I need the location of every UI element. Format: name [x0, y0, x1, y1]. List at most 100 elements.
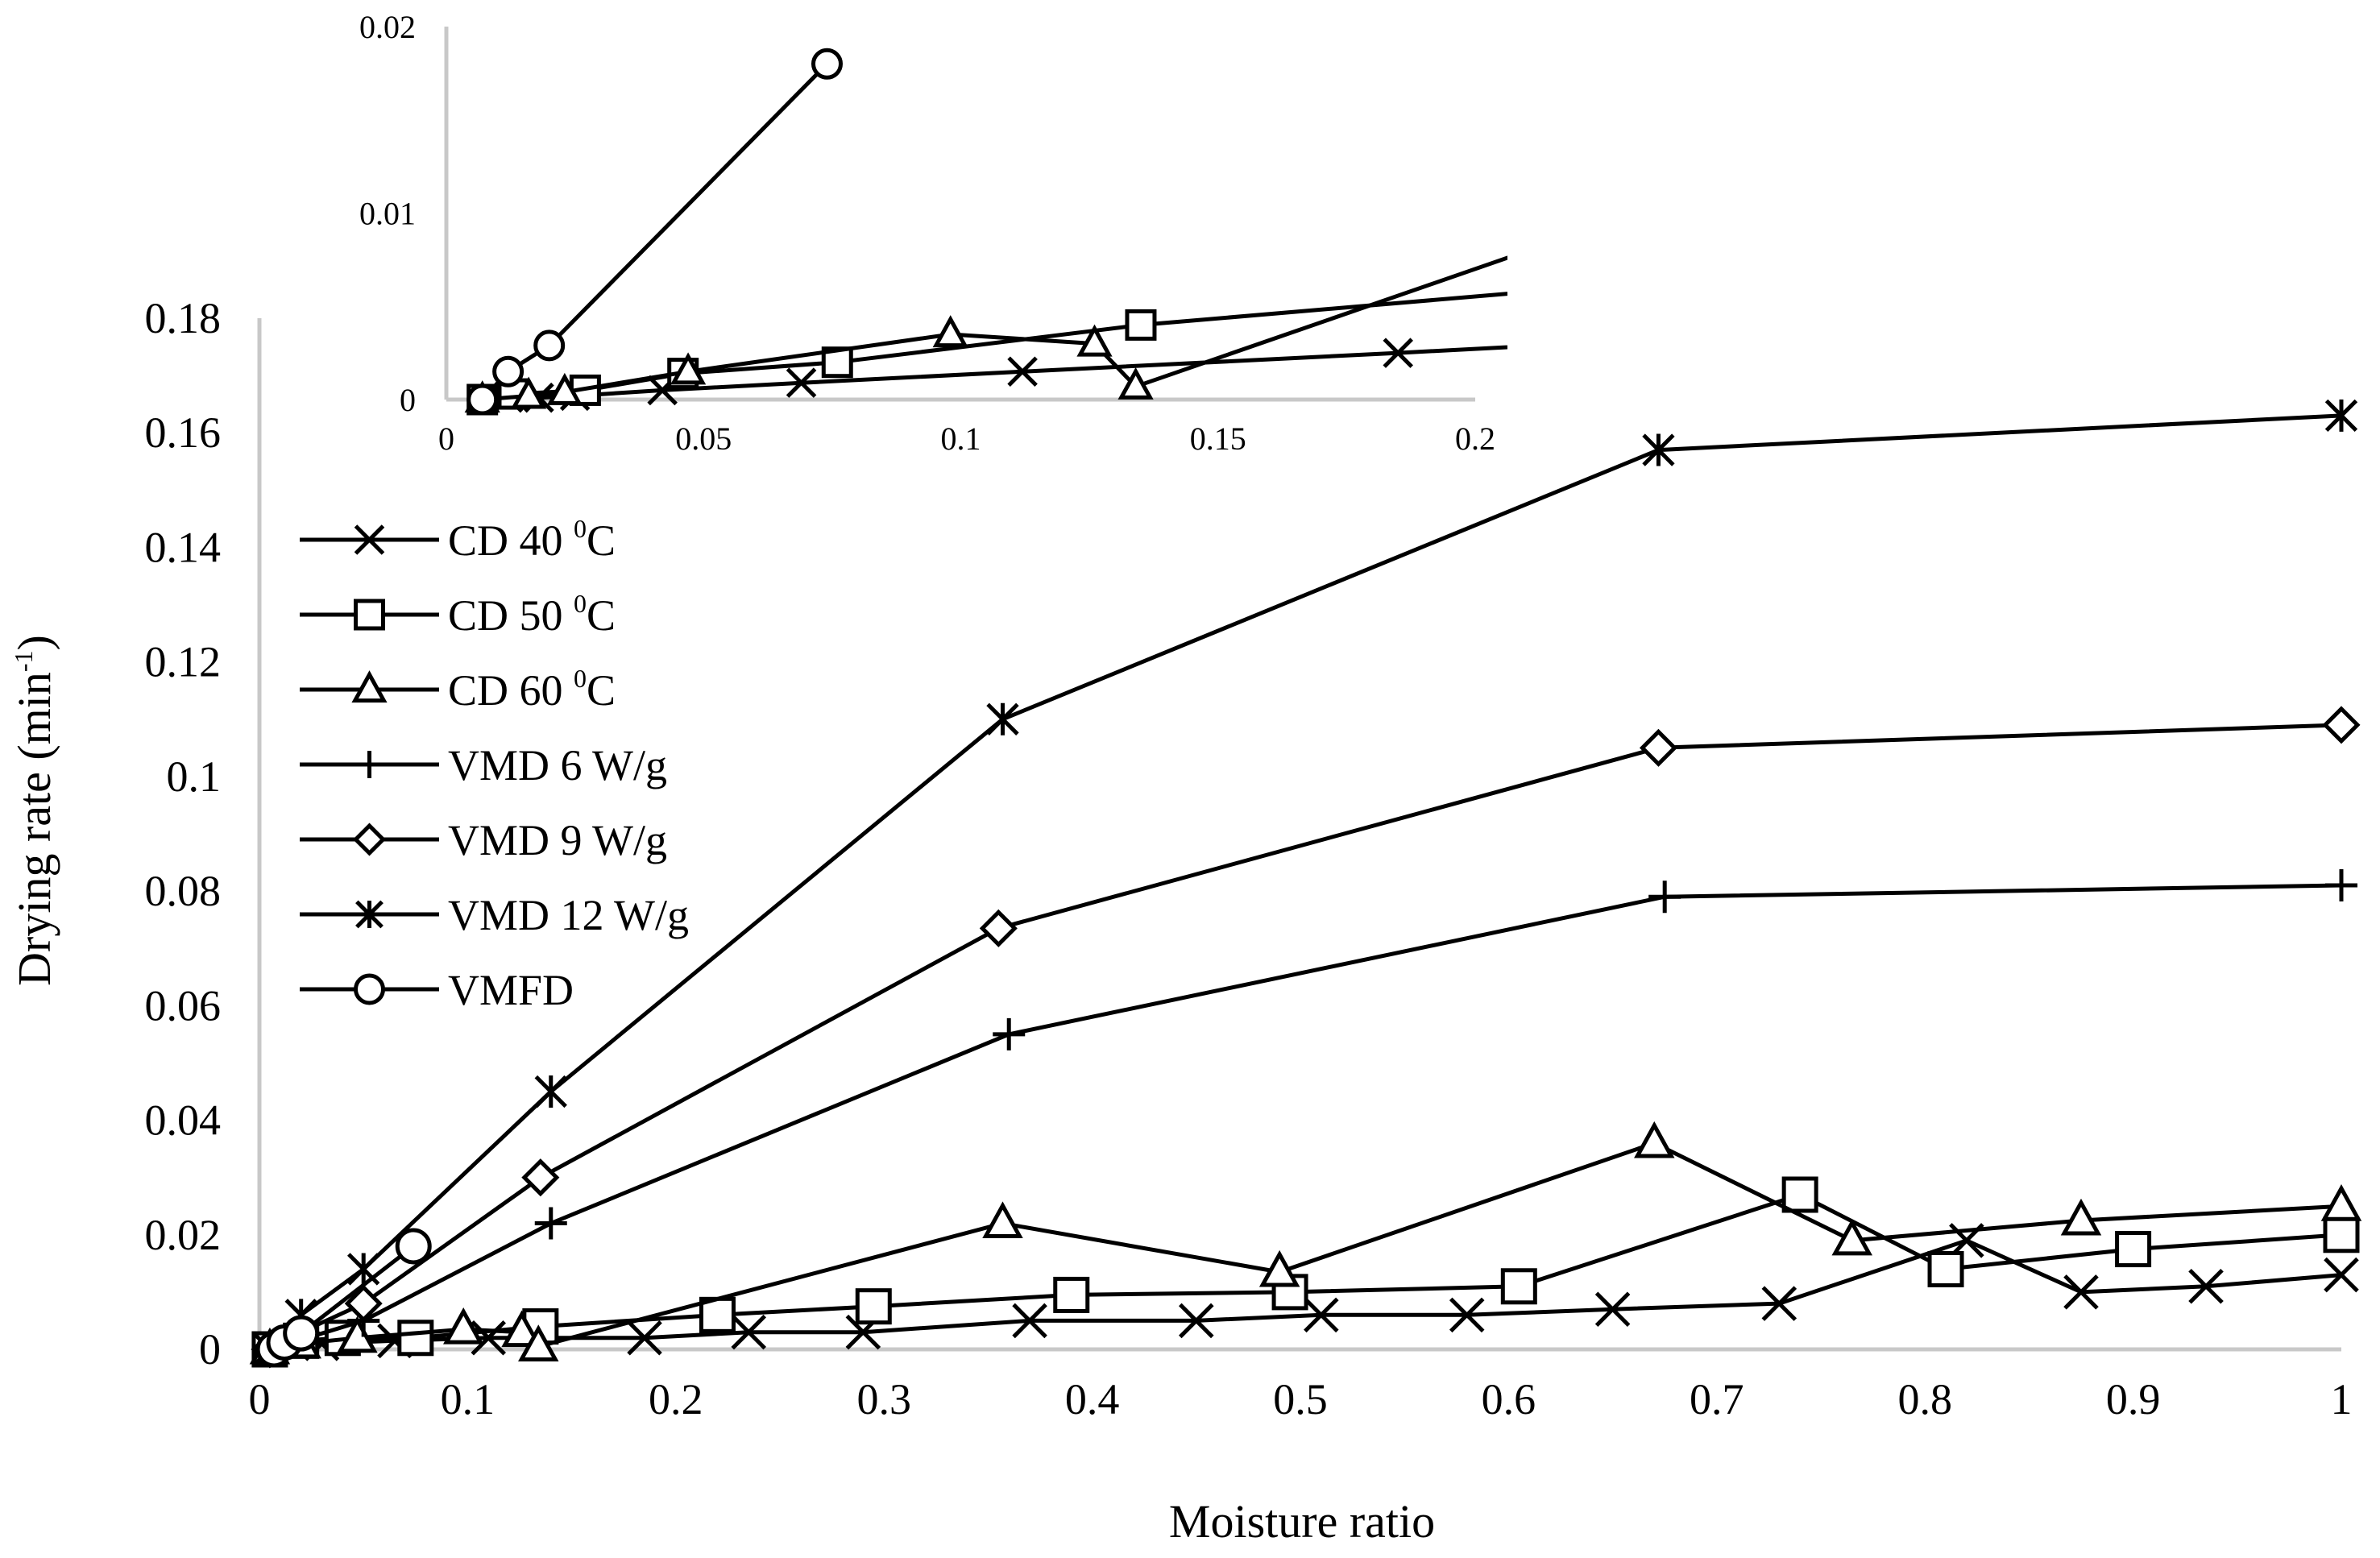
- inset-line-vmfd: [480, 62, 829, 401]
- legend: CD 40 0C CD 50 0C CD 60 0C VMD 6 W/g VMD 9 W…: [300, 514, 689, 1014]
- main-point-cd-50-c: [855, 1288, 892, 1325]
- inset-point-cd-40-c-glyph: [786, 367, 817, 398]
- main-point-vmfd-glyph: [283, 1315, 320, 1352]
- inset-point-cd-60-c: [670, 352, 707, 385]
- inset-axes: 0 0.05 0.1 0.15 0.2 0 0.01 0.02: [359, 9, 1495, 457]
- inset-point-cd-60-c: [1076, 324, 1113, 357]
- main-point-vmd-6-w-g: [534, 1207, 567, 1240]
- inset-y-tick-label: 0: [400, 382, 416, 418]
- inset-point-vmfd: [533, 329, 566, 362]
- main-point-cd-60-c: [2060, 1198, 2102, 1236]
- legend-marker: [355, 751, 384, 778]
- inset-point-vmfd-glyph: [533, 329, 566, 362]
- inset-x-tick-label: 0.1: [941, 421, 981, 457]
- main-x-tick-label: 0.8: [1897, 1375, 1952, 1423]
- main-y-tick-label: 0.18: [145, 294, 222, 342]
- inset-point-vmfd: [811, 48, 843, 80]
- main-series-group: [249, 399, 2362, 1369]
- main-x-tick-label: 0.1: [441, 1375, 495, 1423]
- main-point-vmd-9-w-g: [2322, 706, 2361, 744]
- inset-point-vmfd-glyph: [811, 48, 843, 80]
- y-axis-title-sup: -1: [9, 650, 38, 672]
- main-point-cd-60-c: [501, 1310, 542, 1348]
- main-point-vmd-9-w-g: [979, 909, 1018, 947]
- main-point-cd-50-c-glyph: [1927, 1250, 1964, 1287]
- main-point-vmd-6-w-g: [2325, 869, 2357, 901]
- main-axes: 0 0.1 0.2 0.3 0.4 0.5 0.6 0.7 0.8 0.9 1 0 0.02 0.04 0.…: [145, 294, 2353, 1423]
- legend-item-cd-50-c: CD 50 0C: [300, 589, 616, 640]
- main-point-cd-40-c: [1761, 1286, 1797, 1321]
- inset-point-cd-50-c: [1125, 309, 1157, 341]
- main-point-vmd-9-w-g-glyph: [1639, 728, 1677, 767]
- legend-label: VMD 6 W/g: [448, 741, 667, 789]
- main-y-tick-label: 0.16: [145, 408, 222, 457]
- main-point-cd-60-c-glyph: [1258, 1249, 1300, 1287]
- main-x-tick-label: 0.7: [1690, 1375, 1744, 1423]
- main-point-vmd-9-w-g-glyph: [521, 1158, 560, 1197]
- main-point-cd-60-c-glyph: [982, 1201, 1023, 1239]
- legend-marker-glyph: [354, 973, 385, 1005]
- main-point-cd-40-c: [731, 1314, 767, 1350]
- main-point-cd-60-c: [1258, 1249, 1300, 1287]
- inset-x-tick-label: 0.15: [1190, 421, 1246, 457]
- inset-point-cd-60-c-glyph: [546, 372, 583, 405]
- inset-series-group: [464, 48, 1507, 416]
- main-point-vmd-6-w-g: [993, 1017, 1026, 1050]
- main-point-vmd-9-w-g-glyph: [2322, 706, 2361, 744]
- inset-x-tick-label: 0.05: [675, 421, 732, 457]
- main-point-cd-50-c-glyph: [397, 1320, 434, 1357]
- main-y-tick-label: 0: [199, 1325, 221, 1374]
- main-point-cd-60-c-glyph: [337, 1316, 378, 1353]
- main-point-vmd-6-w-g-glyph: [2325, 869, 2357, 901]
- main-point-cd-40-c: [1304, 1297, 1339, 1333]
- main-line-cd-50-c: [269, 1192, 2342, 1352]
- main-point-vmfd-glyph: [395, 1228, 432, 1265]
- main-point-cd-60-c-glyph: [1634, 1121, 1675, 1158]
- main-point-cd-40-c: [2063, 1274, 2099, 1310]
- inset-point-cd-60-c-glyph: [511, 376, 547, 409]
- legend-marker: [354, 524, 385, 555]
- legend-marker-glyph: [355, 751, 384, 778]
- main-point-cd-40-c: [1012, 1303, 1047, 1339]
- main-point-vmd-12-w-g-glyph: [534, 1075, 567, 1108]
- main-point-cd-40-c-glyph: [1179, 1303, 1214, 1339]
- inset-line-cd-60-c: [482, 255, 1507, 402]
- main-point-cd-40-c-glyph: [2063, 1274, 2099, 1310]
- legend-label: CD 40 0C: [448, 514, 616, 565]
- inset-series-vmfd: [466, 48, 843, 416]
- legend-marker-glyph: [355, 900, 384, 929]
- main-point-cd-50-c: [2115, 1231, 2152, 1268]
- main-point-cd-40-c: [471, 1320, 507, 1356]
- main-point-cd-60-c-glyph: [1831, 1218, 1872, 1256]
- main-x-tick-label: 0.9: [2106, 1375, 2161, 1423]
- legend-label: VMD 12 W/g: [448, 891, 689, 939]
- x-axis-title: Moisture ratio: [1169, 1495, 1435, 1548]
- main-point-vmd-9-w-g-glyph: [979, 909, 1018, 947]
- inset-point-cd-60-c: [546, 372, 583, 405]
- main-y-tick-label: 0.12: [145, 638, 222, 686]
- inset-x-tick-label: 0.2: [1455, 421, 1495, 457]
- inset-point-cd-40-c-glyph: [1383, 338, 1413, 368]
- inset-y-tick-label: 0.02: [359, 9, 416, 45]
- main-point-vmd-6-w-g-glyph: [534, 1207, 567, 1240]
- main-point-cd-50-c: [2323, 1216, 2360, 1253]
- main-point-cd-50-c-glyph: [1781, 1176, 1818, 1213]
- main-point-vmfd: [395, 1228, 432, 1265]
- legend-item-cd-40-c: CD 40 0C: [300, 514, 616, 565]
- main-y-tick-label: 0.14: [145, 523, 222, 571]
- inset-point-cd-40-c: [1383, 338, 1413, 368]
- inset-point-cd-40-c: [1007, 356, 1038, 387]
- main-point-cd-50-c: [397, 1320, 434, 1357]
- main-x-tick-label: 0: [249, 1375, 271, 1423]
- legend-item-vmd-12-w-g: VMD 12 W/g: [300, 891, 689, 939]
- main-point-vmd-12-w-g-glyph: [347, 1253, 380, 1286]
- main-point-vmd-9-w-g: [1639, 728, 1677, 767]
- main-point-cd-60-c-glyph: [2320, 1184, 2362, 1221]
- legend-marker: [351, 670, 388, 703]
- main-point-cd-60-c: [982, 1201, 1023, 1239]
- main-point-cd-50-c: [1500, 1268, 1537, 1305]
- main-point-cd-60-c-glyph: [501, 1310, 542, 1348]
- main-x-tick-label: 0.4: [1065, 1375, 1120, 1423]
- main-point-cd-60-c: [1634, 1121, 1675, 1158]
